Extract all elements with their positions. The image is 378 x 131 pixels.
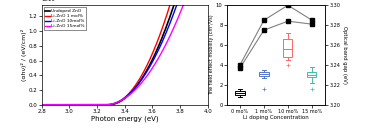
Li-ZnO 15mol% (39, 104, 44, 106)
Li-ZnO 15mol% (140, 81, 145, 82)
Li-ZnO 1 mol% (39, 104, 44, 106)
Li-ZnO 1 mol% (166, 11, 170, 13)
Line: Li-ZnO 15mol%: Li-ZnO 15mol% (42, 0, 208, 105)
Legend: Undoped ZnO, Li-ZnO 1 mol%, Li-ZnO 10mol%, Li-ZnO 15mol%: Undoped ZnO, Li-ZnO 1 mol%, Li-ZnO 10mol… (44, 7, 86, 30)
Li-ZnO 10mol% (140, 77, 145, 79)
Undoped ZnO (136, 83, 141, 85)
Li-ZnO 10mol% (136, 83, 141, 85)
Undoped ZnO (50, 104, 54, 106)
Undoped ZnO (166, 22, 170, 24)
Li-ZnO 1 mol% (50, 104, 54, 106)
Li-ZnO 15mol% (136, 86, 141, 88)
Undoped ZnO (39, 104, 44, 106)
Li-ZnO 1 mol% (145, 63, 150, 65)
Y-axis label: The field effect mobility (cm²/Vs): The field effect mobility (cm²/Vs) (209, 15, 214, 95)
Y-axis label: (αhν)² / (eV/cm)²: (αhν)² / (eV/cm)² (21, 29, 27, 81)
Line: Li-ZnO 1 mol%: Li-ZnO 1 mol% (42, 0, 208, 105)
Line: Li-ZnO 10mol%: Li-ZnO 10mol% (42, 0, 208, 105)
Li-ZnO 15mol% (183, 0, 187, 2)
Undoped ZnO (140, 77, 145, 78)
X-axis label: Li doping Concentration: Li doping Concentration (243, 115, 309, 120)
Li-ZnO 1 mol% (136, 80, 141, 82)
Li-ZnO 10mol% (145, 70, 150, 71)
Li-ZnO 15mol% (145, 74, 150, 76)
Li-ZnO 10mol% (166, 28, 170, 30)
Line: Undoped ZnO: Undoped ZnO (42, 0, 208, 105)
Li-ZnO 1 mol% (140, 73, 145, 75)
Li-ZnO 15mol% (50, 104, 54, 106)
Undoped ZnO (145, 68, 150, 70)
Li-ZnO 15mol% (166, 40, 170, 41)
X-axis label: Photon energy (eV): Photon energy (eV) (91, 115, 158, 122)
Li-ZnO 10mol% (50, 104, 54, 106)
Y-axis label: Optical band gap (eV): Optical band gap (eV) (341, 26, 347, 84)
Li-ZnO 10mol% (39, 104, 44, 106)
